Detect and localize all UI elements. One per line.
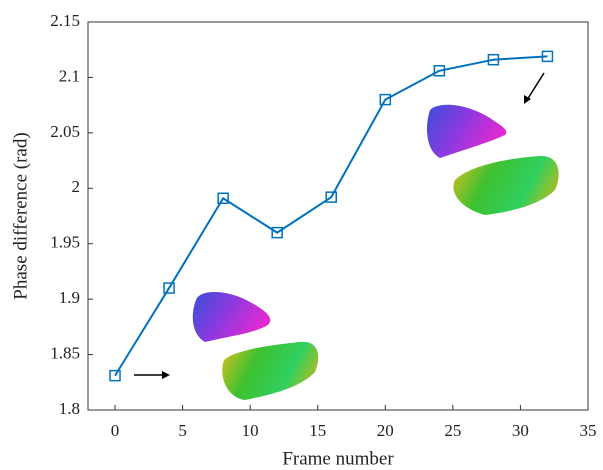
marker [163, 282, 175, 294]
marker [271, 226, 283, 239]
arrow [526, 72, 545, 101]
y-tick-label: 1.95 [50, 233, 80, 252]
y-tick-label: 1.9 [59, 288, 80, 307]
y-tick-label: 1.85 [50, 343, 80, 362]
marker [109, 369, 121, 382]
marker [487, 53, 500, 66]
x-tick-label: 15 [309, 421, 326, 440]
marker [379, 93, 392, 106]
insets [134, 72, 559, 400]
inset-shape [192, 291, 271, 342]
arrow-head [162, 371, 170, 379]
x-tick-label: 30 [512, 421, 529, 440]
x-tick-label: 20 [377, 421, 394, 440]
arrow-head [524, 95, 531, 104]
x-tick-label: 0 [111, 421, 120, 440]
x-tick-label: 5 [178, 421, 187, 440]
y-axis-label: Phase difference (rad) [10, 132, 31, 299]
y-tick-label: 2 [72, 177, 81, 196]
marker [325, 191, 337, 203]
marker [433, 65, 446, 77]
y-tick-label: 2.05 [50, 122, 80, 141]
y-tick-label: 2.15 [50, 11, 80, 30]
inset-shape [222, 341, 319, 400]
marker [541, 50, 554, 63]
inset-shape [453, 155, 559, 215]
marker [217, 192, 229, 205]
plot-frame [87, 21, 589, 411]
x-tick-label: 35 [580, 421, 597, 440]
x-tick-label: 25 [444, 421, 461, 440]
y-tick-label: 2.1 [59, 66, 80, 85]
inset-shape [427, 104, 507, 158]
y-tick-label: 1.8 [59, 399, 80, 418]
x-tick-label: 10 [242, 421, 259, 440]
line [114, 55, 548, 377]
x-axis-label: Frame number [282, 448, 394, 469]
